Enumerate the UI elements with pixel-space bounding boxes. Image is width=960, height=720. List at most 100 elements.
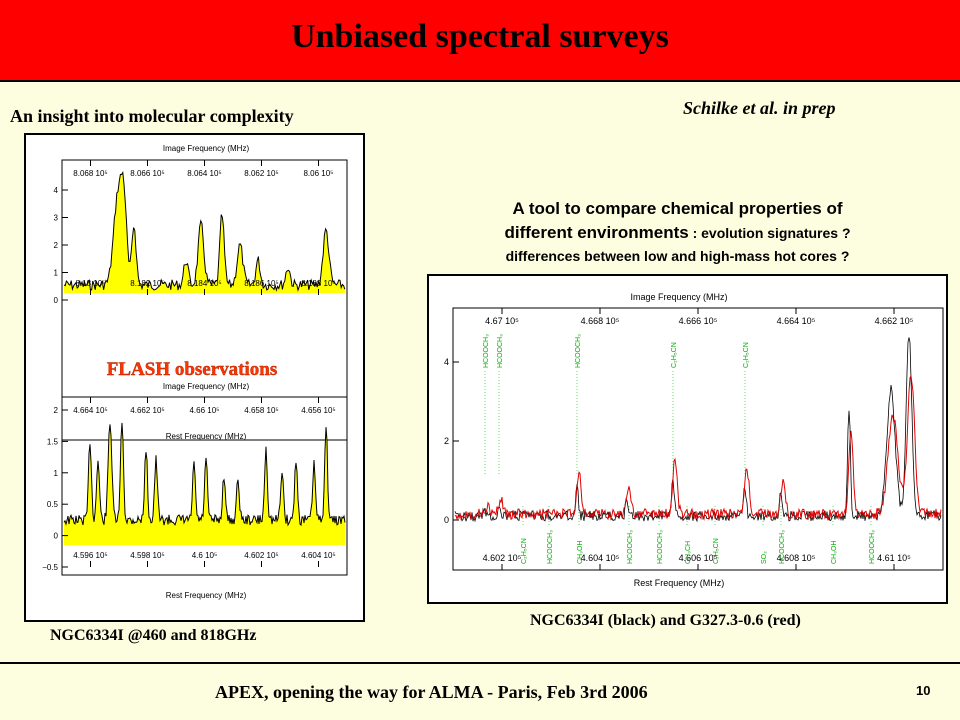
line-label: CH₃OH (577, 541, 584, 564)
bottom-spectrum-plot: Image Frequency (MHz) Rest Frequency (MH… (42, 382, 348, 600)
right-image-tick-label: 4.662 10⁵ (875, 316, 914, 326)
bottom-image-tick-label: 4.664 10⁵ (73, 406, 107, 415)
tool-line-3: differences between low and high-mass ho… (505, 248, 850, 264)
top-image-tick-label: 8.066 10⁵ (130, 169, 164, 178)
top-image-ticks: 8.068 10⁵ 8.066 10⁵ 8.064 10⁵ 8.062 10⁵ 8.06… (73, 160, 334, 178)
right-image-tick-label: 4.67 10⁵ (485, 316, 519, 326)
line-label: SO₂ (761, 551, 768, 564)
slide-title: Unbiased spectral surveys (291, 18, 669, 55)
bottom-rest-ticks: 4.596 10⁵ 4.598 10⁵ 4.6 10⁵ 4.602 10⁵ 4.604 … (73, 551, 336, 567)
ngc6334i-trace (454, 337, 942, 523)
flash-observations-label: FLASH observations (107, 359, 278, 380)
bottom-y-tick-label: 1.5 (47, 437, 59, 446)
top-y-tick-label: 1 (54, 269, 59, 278)
line-label: HCOOCH₃ (483, 334, 490, 368)
top-spectrum-plot: Image Frequency (MHz) Rest Frequency (MH… (54, 144, 348, 441)
bottom-image-ticks: 4.664 10⁵ 4.662 10⁵ 4.66 10⁵ 4.658 10⁵ 4.656… (73, 397, 336, 415)
right-image-tick-label: 4.664 10⁵ (777, 316, 816, 326)
top-image-tick-label: 8.064 10⁵ (187, 169, 221, 178)
right-rest-tick-label: 4.604 10⁵ (581, 553, 620, 563)
top-image-tick-label: 8.062 10⁵ (244, 169, 278, 178)
footer-divider (0, 662, 960, 664)
line-label: HCOOCH₃ (657, 530, 664, 564)
right-image-freq-label: Image Frequency (MHz) (630, 292, 727, 302)
top-rest-tick-label: 8.188 10⁵ (301, 279, 335, 288)
top-y-tick-label: 0 (54, 296, 59, 305)
top-rest-tick-label: 8.184 10⁵ (187, 279, 221, 288)
tool-line-2-rest: : evolution signatures ? (688, 225, 851, 241)
bottom-rest-tick-label: 4.6 10⁵ (192, 551, 218, 560)
bottom-rest-tick-label: 4.598 10⁵ (130, 551, 164, 560)
bottom-y-tick-label: 2 (54, 406, 59, 415)
left-spectrum-panel: Image Frequency (MHz) Rest Frequency (MH… (24, 133, 365, 622)
bottom-image-tick-label: 4.662 10⁵ (130, 406, 164, 415)
line-label: C₂H₅CN (743, 342, 750, 368)
top-y-tick-label: 3 (54, 214, 59, 223)
page-number: 10 (916, 683, 931, 698)
right-rest-tick-label: 4.608 10⁵ (777, 553, 816, 563)
right-y-tick-label: 0 (444, 515, 449, 525)
line-label: HCOOCH₃ (547, 530, 554, 564)
bottom-image-tick-label: 4.656 10⁵ (301, 406, 335, 415)
line-label: HCOOCH₃ (869, 530, 876, 564)
right-rest-ticks: 4.602 10⁵ 4.604 10⁵ 4.606 10⁵ 4.608 10⁵ 4.61… (483, 553, 911, 570)
top-rest-tick-label: 8.182 10⁵ (130, 279, 164, 288)
right-spectra-figure: Image Frequency (MHz) Rest Frequency (MH… (444, 292, 944, 588)
top-y-tick-label: 2 (54, 241, 59, 250)
bottom-rest-freq-label: Rest Frequency (MHz) (166, 591, 247, 600)
line-label: C₂H₅CN (671, 342, 678, 368)
left-caption: NGC6334I @460 and 818GHz (50, 627, 257, 644)
subheading: An insight into molecular complexity (10, 106, 294, 126)
top-rest-tick-label: 8.18 10⁵ (75, 279, 105, 288)
tool-description: A tool to compare chemical properties of… (430, 196, 925, 268)
top-image-freq-label: Image Frequency (MHz) (163, 144, 250, 153)
tool-line-2: different environments : evolution signa… (430, 222, 925, 244)
right-y-tick-label: 2 (444, 436, 449, 446)
top-image-tick-label: 8.06 10⁵ (303, 169, 333, 178)
g327-trace (454, 374, 942, 522)
tool-line-1: A tool to compare chemical properties of (512, 199, 843, 218)
bottom-image-tick-label: 4.658 10⁵ (244, 406, 278, 415)
reference-note: Schilke et al. in prep (683, 98, 836, 118)
top-rest-ticks: 8.18 10⁵ 8.182 10⁵ 8.184 10⁵ 8.186 10⁵ 8.188… (75, 279, 336, 295)
line-label: HCOOCH₃ (627, 530, 634, 564)
tool-line-2-main: different environments (504, 223, 689, 242)
top-spectrum-fill (64, 172, 345, 293)
right-rest-freq-label: Rest Frequency (MHz) (634, 578, 725, 588)
right-image-tick-label: 4.666 10⁵ (679, 316, 718, 326)
bottom-image-tick-label: 4.66 10⁵ (189, 406, 219, 415)
line-label: HCOOCH₃ (497, 334, 504, 368)
bottom-spectrum-trace (63, 422, 346, 527)
top-spectrum-trace (63, 170, 346, 292)
right-rest-tick-label: 4.606 10⁵ (679, 553, 718, 563)
right-image-ticks: 4.67 10⁵ 4.668 10⁵ 4.666 10⁵ 4.664 10⁵ 4.662… (485, 308, 914, 326)
right-y-tick-label: 4 (444, 357, 449, 367)
top-rest-freq-label: Rest Frequency (MHz) (166, 432, 247, 441)
top-y-ticks: 4 3 2 1 0 (54, 186, 68, 305)
bottom-y-ticks: 2 1.5 1 0.5 0 −0.5 (42, 406, 68, 572)
right-caption: NGC6334I (black) and G327.3-0.6 (red) (530, 612, 801, 629)
right-rest-tick-label: 4.61 10⁵ (877, 553, 911, 563)
line-label: HCOOCH₃ (779, 530, 786, 564)
line-label: CH₃CH (685, 541, 692, 564)
right-y-ticks: 4 2 0 (444, 357, 459, 525)
bottom-rest-tick-label: 4.602 10⁵ (244, 551, 278, 560)
line-label: C₂H₅CN (521, 538, 528, 564)
title-banner: Unbiased spectral surveys (0, 0, 960, 82)
line-label: C₂H₅CN (713, 538, 720, 564)
line-label: CH₃OH (831, 541, 838, 564)
bottom-y-tick-label: 1 (54, 469, 59, 478)
bottom-rest-tick-label: 4.596 10⁵ (73, 551, 107, 560)
bottom-y-tick-label: −0.5 (42, 563, 58, 572)
left-spectra-figure: Image Frequency (MHz) Rest Frequency (MH… (42, 144, 348, 600)
right-spectrum-panel: Image Frequency (MHz) Rest Frequency (MH… (427, 274, 948, 604)
bottom-y-tick-label: 0.5 (47, 500, 59, 509)
bottom-image-freq-label: Image Frequency (MHz) (163, 382, 250, 391)
footer-text: APEX, opening the way for ALMA - Paris, … (215, 682, 648, 702)
top-image-tick-label: 8.068 10⁵ (73, 169, 107, 178)
top-y-tick-label: 4 (54, 186, 59, 195)
bottom-rest-tick-label: 4.604 10⁵ (301, 551, 335, 560)
right-rest-tick-label: 4.602 10⁵ (483, 553, 522, 563)
right-line-markers: HCOOCH₃ HCOOCH₃ HCOOCH₃ C₂H₅CN C₂H₅CN C₂H₅CN H… (483, 334, 876, 564)
line-label: HCOOCH₃ (575, 334, 582, 368)
